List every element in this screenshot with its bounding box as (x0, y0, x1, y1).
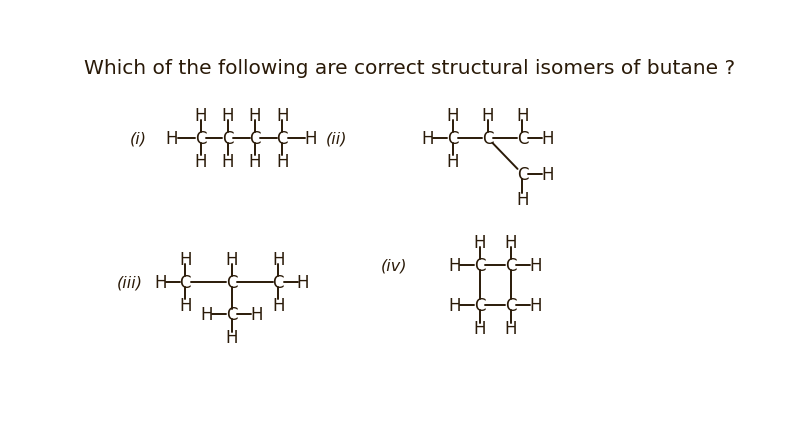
Text: H: H (516, 106, 529, 124)
Text: C: C (226, 273, 238, 291)
Text: H: H (474, 319, 486, 337)
Text: C: C (276, 129, 288, 147)
Text: H: H (179, 296, 191, 314)
Text: H: H (446, 153, 459, 170)
Text: H: H (541, 166, 554, 184)
Text: H: H (222, 153, 234, 170)
Text: H: H (166, 129, 178, 147)
Text: H: H (422, 129, 434, 147)
Text: H: H (297, 273, 310, 291)
Text: H: H (179, 250, 191, 268)
Text: H: H (194, 153, 207, 170)
Text: H: H (446, 106, 459, 124)
Text: H: H (482, 106, 494, 124)
Text: H: H (201, 305, 213, 323)
Text: H: H (276, 106, 288, 124)
Text: C: C (505, 256, 517, 274)
Text: H: H (249, 153, 262, 170)
Text: H: H (226, 329, 238, 346)
Text: H: H (276, 153, 288, 170)
Text: H: H (530, 256, 542, 274)
Text: C: C (195, 129, 206, 147)
Text: C: C (517, 166, 528, 184)
Text: Which of the following are correct structural isomers of butane ?: Which of the following are correct struc… (85, 59, 735, 78)
Text: C: C (250, 129, 261, 147)
Text: C: C (222, 129, 234, 147)
Text: H: H (516, 190, 529, 208)
Text: H: H (222, 106, 234, 124)
Text: C: C (474, 296, 486, 314)
Text: H: H (272, 296, 285, 314)
Text: (i): (i) (130, 131, 147, 146)
Text: C: C (482, 129, 494, 147)
Text: C: C (273, 273, 284, 291)
Text: H: H (449, 296, 461, 314)
Text: (iii): (iii) (117, 275, 142, 289)
Text: H: H (449, 256, 461, 274)
Text: C: C (447, 129, 458, 147)
Text: C: C (505, 296, 517, 314)
Text: (ii): (ii) (326, 131, 347, 146)
Text: H: H (272, 250, 285, 268)
Text: C: C (474, 256, 486, 274)
Text: H: H (474, 233, 486, 251)
Text: H: H (250, 305, 262, 323)
Text: H: H (226, 250, 238, 268)
Text: H: H (154, 273, 166, 291)
Text: C: C (179, 273, 191, 291)
Text: H: H (305, 129, 317, 147)
Text: H: H (505, 233, 517, 251)
Text: C: C (226, 305, 238, 323)
Text: H: H (530, 296, 542, 314)
Text: H: H (505, 319, 517, 337)
Text: H: H (541, 129, 554, 147)
Text: H: H (194, 106, 207, 124)
Text: (iv): (iv) (382, 258, 408, 273)
Text: H: H (249, 106, 262, 124)
Text: C: C (517, 129, 528, 147)
